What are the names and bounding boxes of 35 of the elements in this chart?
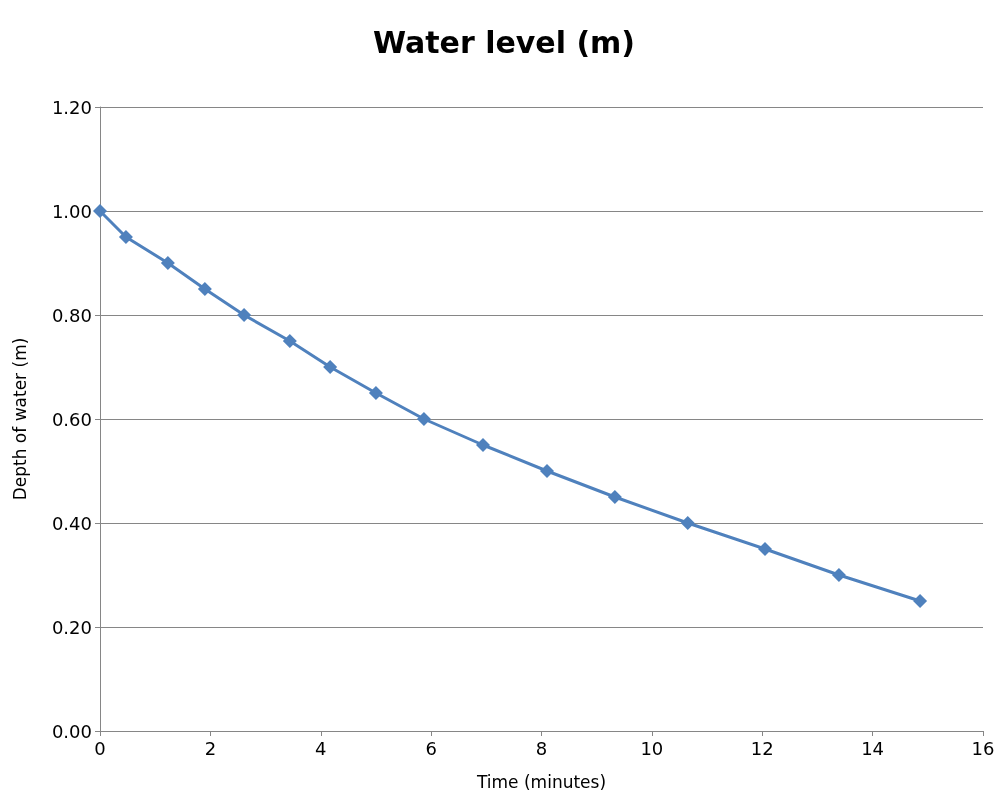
- point: [913, 594, 928, 608]
- point: [160, 256, 175, 270]
- x-tick-label: 12: [750, 737, 774, 759]
- point: [540, 464, 555, 478]
- y-tick-label: 0.00: [51, 720, 92, 742]
- point: [323, 360, 338, 374]
- point: [282, 334, 297, 348]
- y-tick-label: 0.80: [51, 304, 92, 326]
- point: [476, 438, 490, 452]
- y-axis-title: Depth of water (m): [9, 337, 30, 501]
- x-tick-label: 0: [94, 737, 106, 759]
- point: [118, 230, 133, 244]
- point: [680, 516, 695, 530]
- x-tick-label: 2: [204, 737, 217, 759]
- point: [237, 308, 252, 322]
- x-axis-title: Time (minutes): [475, 771, 607, 792]
- y-tick-label: 0.20: [51, 616, 92, 638]
- y-tick-label: 0.40: [51, 512, 92, 534]
- x-tick-label: 8: [535, 737, 548, 759]
- point: [368, 386, 383, 400]
- x-tick-label: 10: [640, 737, 664, 759]
- chart-title: Water level (m): [372, 24, 636, 60]
- x-tick-label: 4: [315, 737, 327, 759]
- y-tick-label: 1.00: [51, 200, 92, 222]
- x-tick-label: 16: [971, 737, 995, 759]
- y-tick-label: 1.20: [51, 96, 92, 118]
- point: [758, 542, 773, 556]
- point: [416, 412, 431, 426]
- x-tick-label: 14: [861, 737, 885, 759]
- x-tick-label: 6: [425, 737, 437, 759]
- point: [607, 490, 622, 504]
- point: [831, 568, 846, 582]
- point: [93, 204, 107, 218]
- y-tick-label: 0.60: [51, 408, 92, 430]
- point: [197, 282, 212, 296]
